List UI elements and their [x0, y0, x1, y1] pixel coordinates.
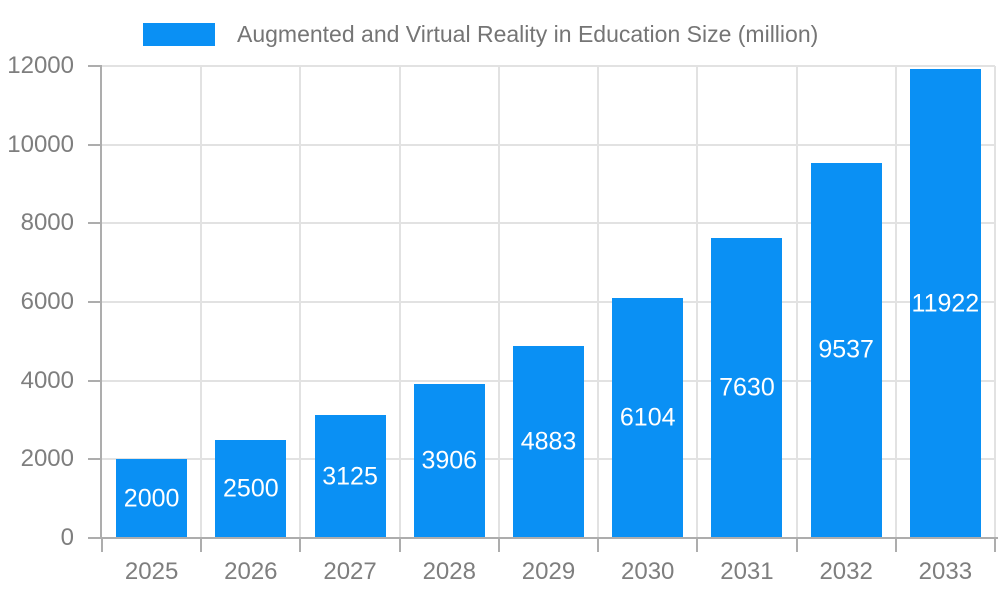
bar[interactable]: 4883 [513, 345, 584, 538]
gridline-vertical [696, 66, 699, 538]
bar-value-label: 3906 [421, 446, 478, 475]
bar-value-label: 2000 [123, 484, 180, 513]
gridline-vertical [200, 66, 203, 538]
x-axis-tick [696, 539, 699, 552]
x-tick-label: 2028 [422, 558, 476, 585]
x-axis-tick [994, 539, 996, 552]
y-axis-tick [88, 379, 102, 382]
x-tick-label: 2029 [521, 558, 576, 585]
x-tick-label: 2027 [323, 558, 377, 585]
x-axis-tick [299, 539, 302, 552]
y-tick-label: 8000 [20, 209, 74, 237]
y-tick-label: 0 [60, 524, 74, 551]
bar-value-label: 3125 [322, 462, 378, 491]
plot-area: 2000 2500 3125 3906 4883 6104 7630 9537 11922 [102, 65, 996, 538]
y-axis-tick [88, 537, 102, 539]
legend-item[interactable]: Augmented and Virtual Reality in Educati… [143, 21, 818, 48]
x-axis-tick [597, 539, 600, 552]
y-axis-tick [88, 65, 102, 67]
y-tick-label: 4000 [20, 366, 74, 394]
gridline-vertical [795, 66, 798, 538]
gridline-vertical [894, 66, 897, 538]
x-axis-tick [200, 539, 203, 552]
gridline-horizontal [102, 222, 995, 225]
x-axis-tick [894, 539, 897, 552]
x-axis-tick [398, 539, 401, 552]
bar-value-label: 9537 [818, 335, 874, 364]
gridline-vertical [497, 66, 500, 538]
x-tick-label: 2025 [124, 558, 179, 585]
x-axis-tick [497, 539, 500, 552]
y-axis-tick [88, 143, 102, 146]
x-tick-label: 2026 [224, 558, 278, 585]
legend-label: Augmented and Virtual Reality in Educati… [237, 21, 819, 47]
y-tick-label: 6000 [20, 288, 74, 315]
bar[interactable]: 11922 [909, 69, 981, 538]
gridline-horizontal [102, 301, 995, 303]
bar[interactable]: 2000 [116, 459, 188, 538]
gridline-vertical [299, 66, 302, 538]
x-axis-tick [795, 539, 798, 552]
gridline-vertical [994, 66, 996, 538]
bar-value-label: 6104 [619, 403, 676, 432]
gridline-vertical [398, 66, 401, 538]
gridline-vertical [597, 66, 600, 538]
x-tick-label: 2032 [819, 558, 873, 585]
bar-value-label: 2500 [223, 474, 279, 503]
x-axis-tick [101, 539, 103, 552]
bar[interactable]: 7630 [711, 237, 783, 538]
gridline-horizontal [102, 65, 995, 67]
bar-value-label: 4883 [520, 427, 577, 456]
y-axis-tick [88, 301, 102, 303]
gridline-horizontal [102, 143, 995, 146]
y-tick-label: 12000 [7, 52, 74, 79]
bar[interactable]: 3125 [314, 415, 386, 538]
bar-value-label: 11922 [911, 289, 980, 318]
y-axis-tick [88, 458, 102, 461]
x-tick-label: 2033 [918, 558, 973, 585]
bar-value-label: 7630 [719, 373, 775, 402]
bar[interactable]: 2500 [215, 439, 287, 538]
y-axis-tick [88, 222, 102, 225]
bar[interactable]: 6104 [612, 297, 684, 538]
x-axis-line [100, 537, 998, 539]
bar[interactable]: 9537 [810, 162, 882, 538]
bar[interactable]: 3906 [413, 384, 485, 538]
x-tick-label: 2031 [720, 558, 774, 585]
y-tick-label: 2000 [20, 445, 74, 473]
x-tick-label: 2030 [621, 558, 675, 585]
legend-swatch [143, 23, 215, 46]
y-tick-label: 10000 [7, 130, 74, 158]
